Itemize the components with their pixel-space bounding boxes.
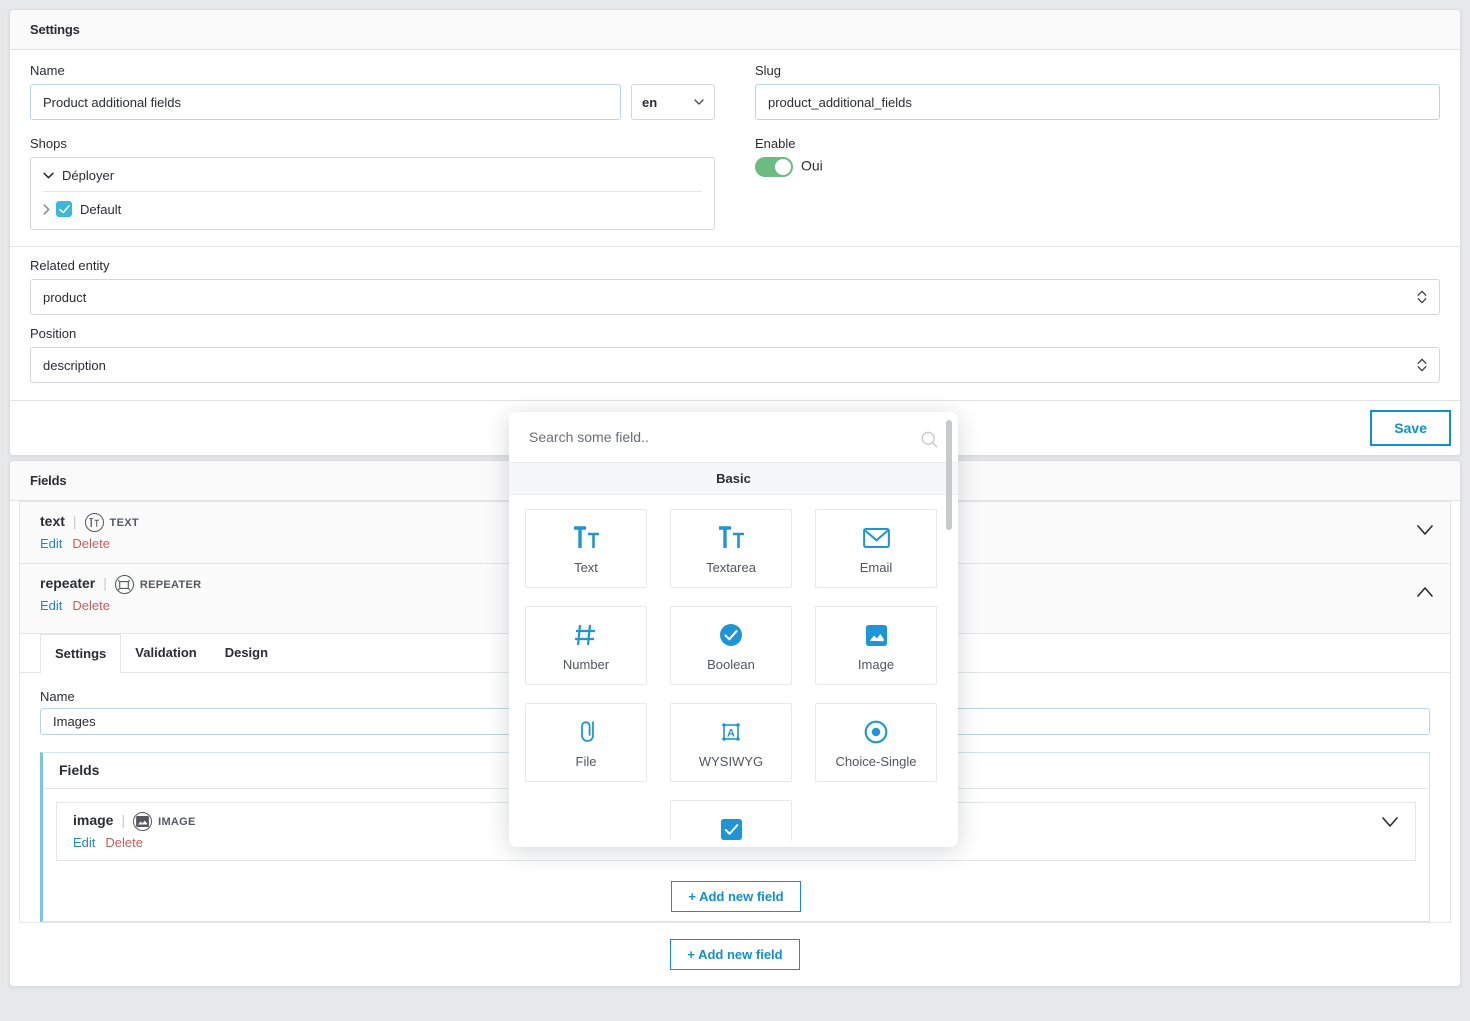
svg-text:A: A <box>727 728 735 740</box>
